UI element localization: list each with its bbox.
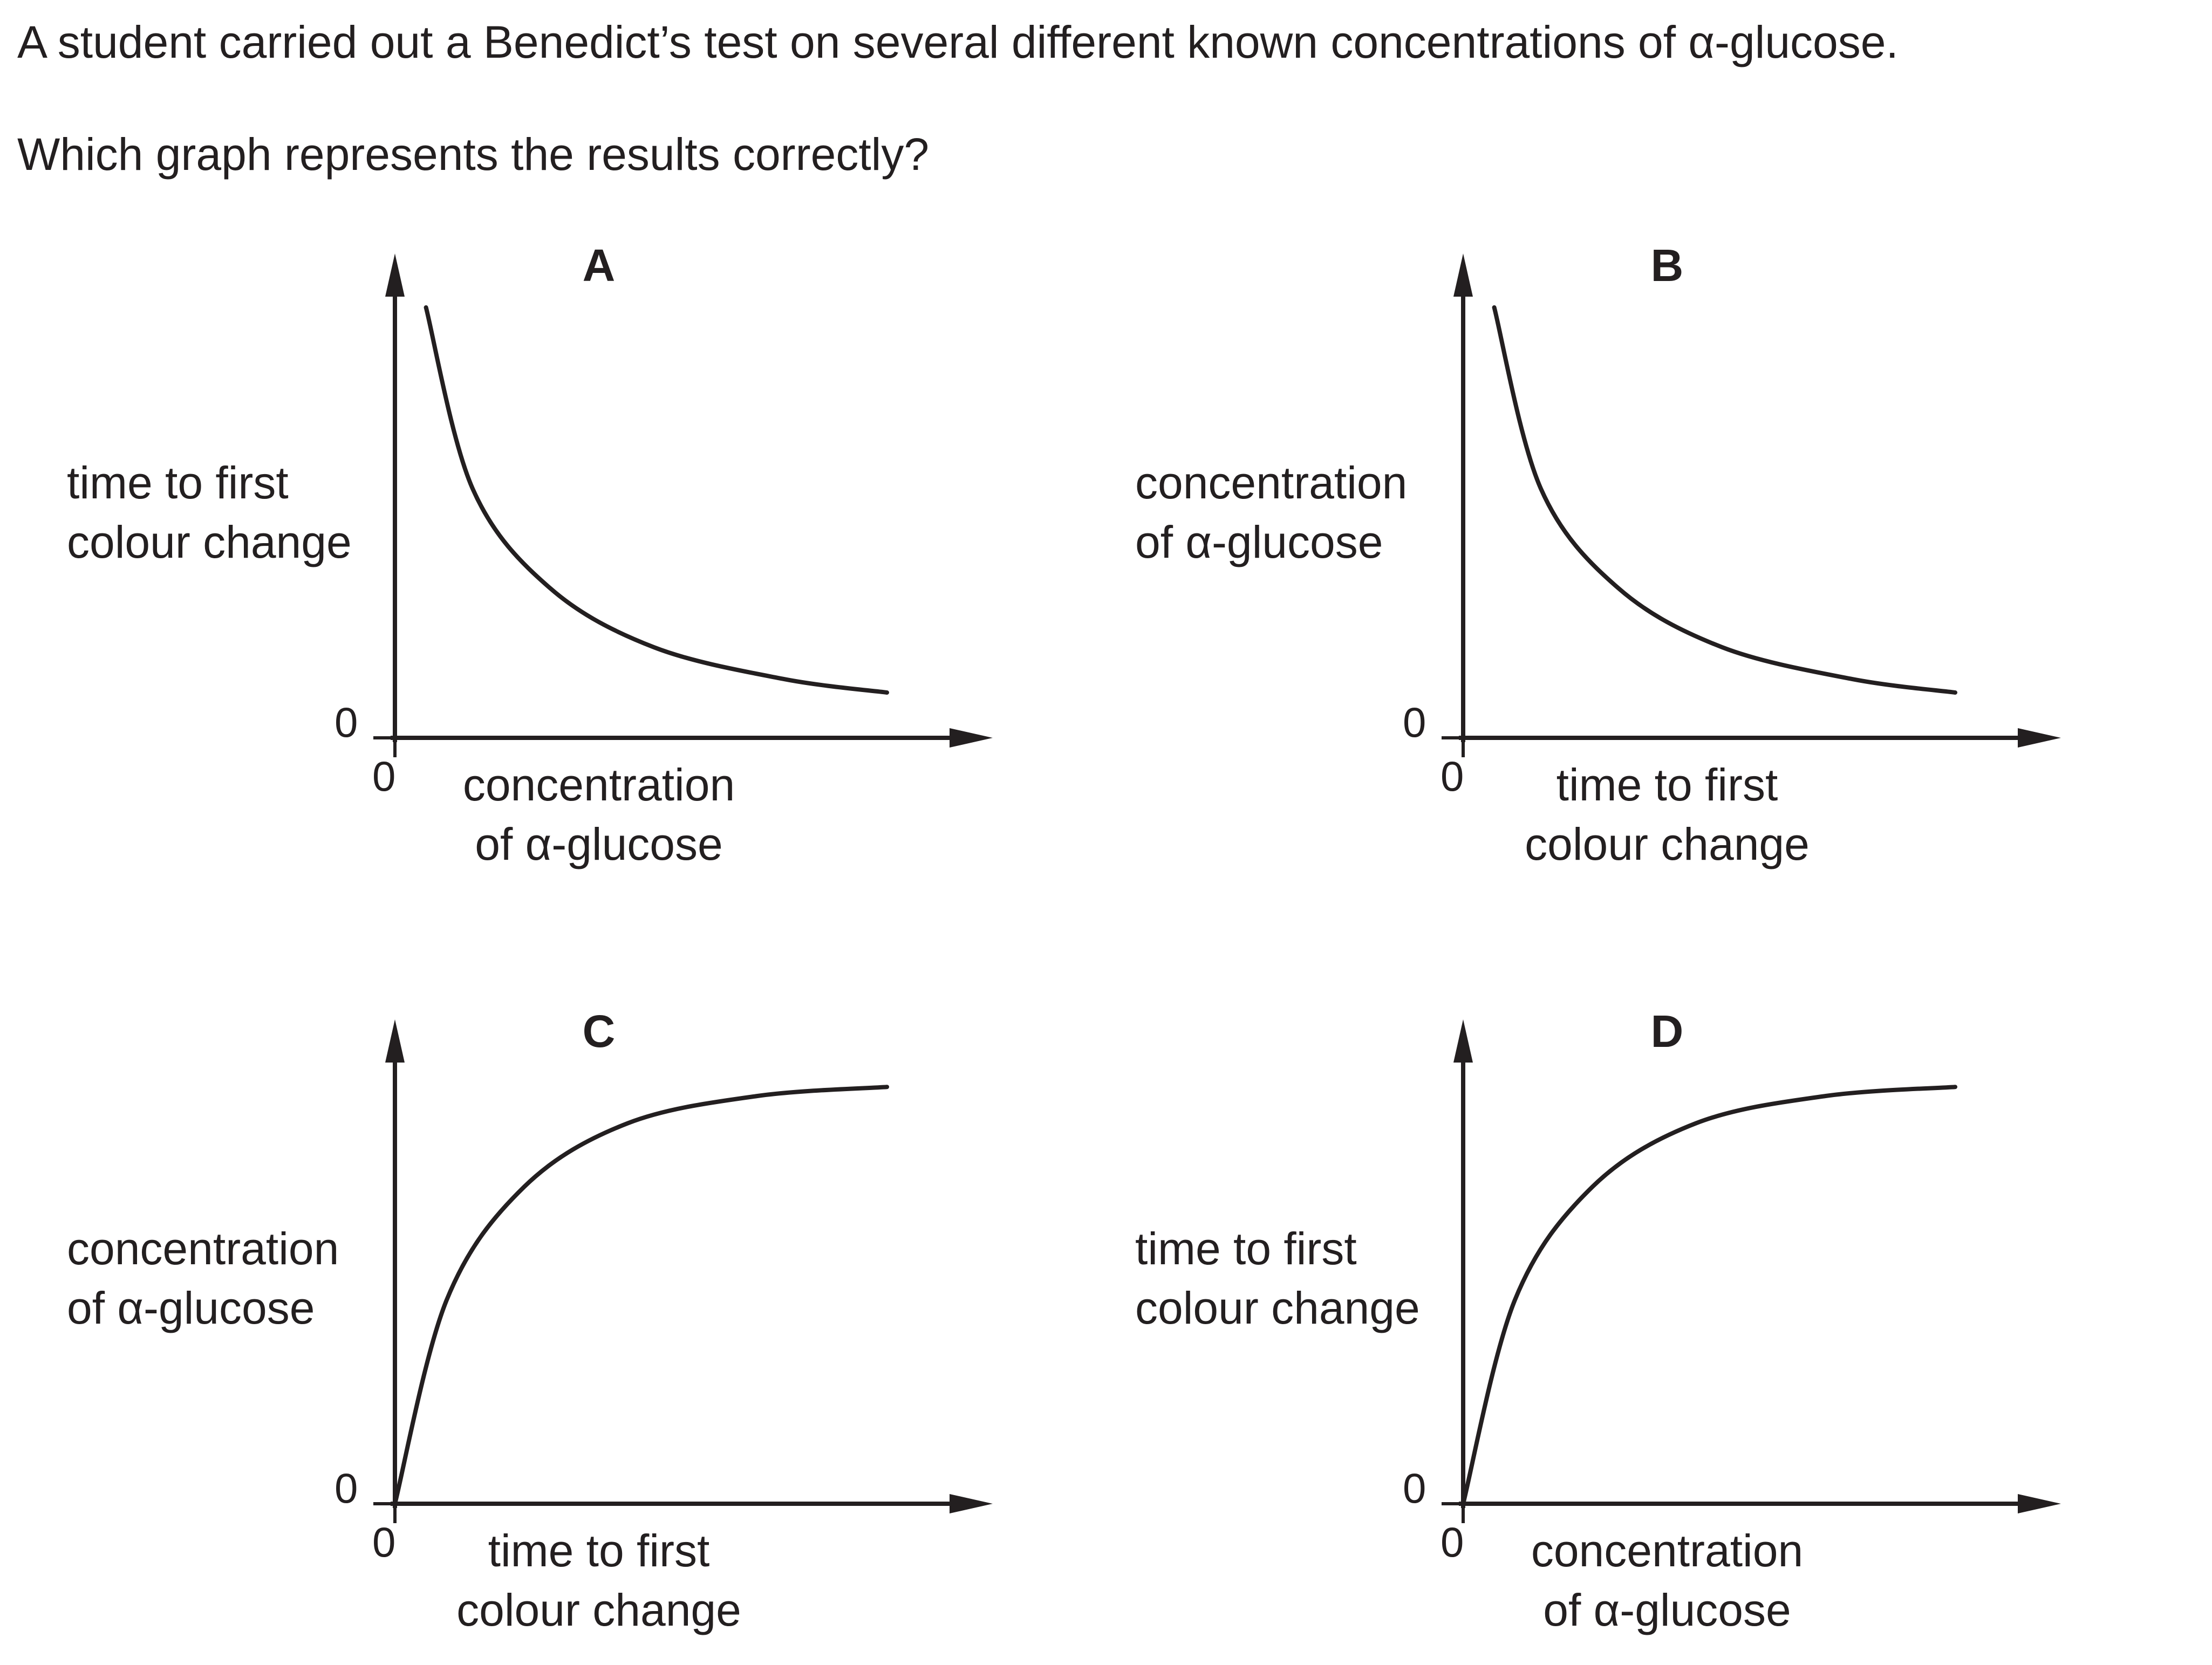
y-axis-arrowhead [385,1019,405,1063]
y-axis-label-line-2: of α-glucose [67,1283,315,1333]
x-axis-arrowhead [2018,728,2061,748]
x-axis-label-line-1: time to first [488,1525,710,1576]
x-axis-label-line-1: concentration [1531,1525,1804,1576]
graph-b-plot [1442,253,2061,757]
x-axis-label-line-2: colour change [1525,819,1810,869]
y-axis-zero-label: 0 [1403,1464,1426,1512]
data-curve [424,305,889,695]
y-axis-label-line-2: of α-glucose [1135,517,1383,567]
y-axis-arrowhead [1453,253,1473,297]
y-axis-label-line-1: concentration [1135,457,1408,508]
x-axis-zero-label: 0 [372,752,396,800]
question-text-line-1: A student carried out a Benedict’s test … [17,17,1899,67]
option-letter-a: A [582,240,616,291]
graph-option-b: B concentration of α-glucose 0 0 time to… [1122,237,2093,885]
y-axis-label-line-1: concentration [67,1223,339,1274]
graph-c-plot [373,1019,993,1523]
x-axis-arrowhead [950,1494,993,1513]
y-axis-zero-label: 0 [334,698,358,746]
y-axis-label-line-1: time to first [67,457,289,508]
x-axis-label-line-1: time to first [1556,759,1778,810]
graph-option-a: A time to first colour change 0 0 concen… [54,237,1025,885]
data-curve [1492,305,1957,695]
x-axis-label-line-2: colour change [456,1585,741,1635]
y-axis-label-line-2: colour change [1135,1283,1420,1333]
y-axis-label-line-2: colour change [67,517,352,567]
x-axis-label-line-1: concentration [462,759,735,810]
graph-a-plot [373,253,993,757]
y-axis-arrowhead [1453,1019,1473,1063]
y-axis-arrowhead [385,253,405,297]
x-axis-zero-label: 0 [1440,752,1464,800]
question-text-line-2: Which graph represents the results corre… [17,129,930,180]
x-axis-zero-label: 0 [1440,1518,1464,1566]
x-axis-label-line-2: of α-glucose [475,819,723,869]
option-letter-c: C [582,1006,616,1057]
x-axis-zero-label: 0 [372,1518,396,1566]
x-axis-arrowhead [2018,1494,2061,1513]
graph-option-c: C concentration of α-glucose 0 0 time to… [54,1003,1025,1650]
y-axis-zero-label: 0 [334,1464,358,1512]
option-letter-d: D [1650,1006,1684,1057]
option-letter-b: B [1650,240,1684,291]
y-axis-zero-label: 0 [1403,698,1426,746]
graph-option-d: D time to first colour change 0 0 concen… [1122,1003,2093,1650]
data-curve [1461,1085,1957,1506]
graph-d-plot [1442,1019,2061,1523]
data-curve [393,1085,889,1506]
x-axis-label-line-2: of α-glucose [1543,1585,1791,1635]
y-axis-label-line-1: time to first [1135,1223,1357,1274]
x-axis-arrowhead [950,728,993,748]
